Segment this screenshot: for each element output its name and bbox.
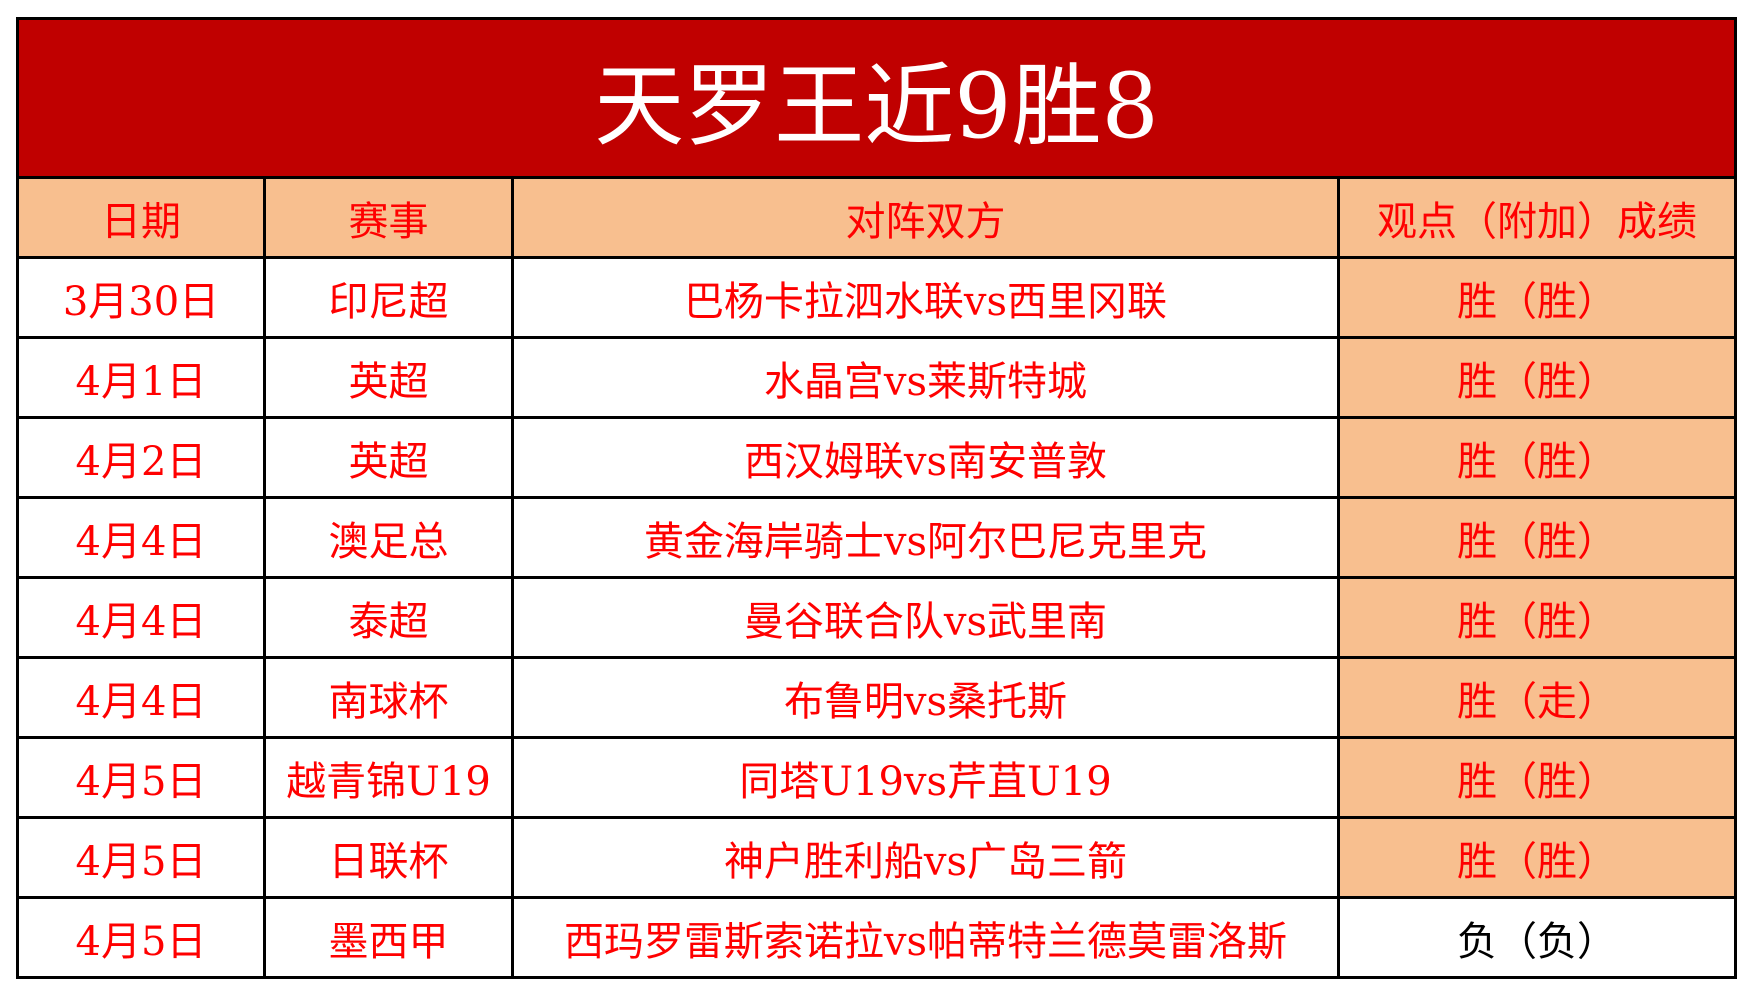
cell-league: 越青锦U19 bbox=[263, 736, 514, 819]
table-row: 4月2日 英超 西汉姆联vs南安普敦 胜（胜） bbox=[16, 416, 1738, 499]
cell-match: 巴杨卡拉泗水联vs西里冈联 bbox=[511, 256, 1340, 339]
cell-match: 西玛罗雷斯索诺拉vs帕蒂特兰德莫雷洛斯 bbox=[511, 896, 1340, 979]
header-date: 日期 bbox=[16, 176, 266, 259]
cell-date: 4月4日 bbox=[16, 496, 266, 579]
cell-date: 3月30日 bbox=[16, 256, 266, 339]
header-row: 日期 赛事 对阵双方 观点（附加）成绩 bbox=[16, 176, 1738, 259]
table-row: 4月4日 澳足总 黄金海岸骑士vs阿尔巴尼克里克 胜（胜） bbox=[16, 496, 1738, 579]
cell-date: 4月5日 bbox=[16, 736, 266, 819]
table-row: 4月1日 英超 水晶宫vs莱斯特城 胜（胜） bbox=[16, 336, 1738, 419]
cell-result: 胜（胜） bbox=[1336, 576, 1738, 659]
cell-match: 神户胜利船vs广岛三箭 bbox=[511, 816, 1340, 899]
cell-match: 黄金海岸骑士vs阿尔巴尼克里克 bbox=[511, 496, 1340, 579]
table-row: 4月5日 日联杯 神户胜利船vs广岛三箭 胜（胜） bbox=[16, 816, 1738, 899]
cell-match: 曼谷联合队vs武里南 bbox=[511, 576, 1340, 659]
cell-result: 胜（胜） bbox=[1336, 416, 1738, 499]
cell-result: 胜（胜） bbox=[1336, 816, 1738, 899]
cell-result: 胜（胜） bbox=[1336, 496, 1738, 579]
cell-match: 水晶宫vs莱斯特城 bbox=[511, 336, 1340, 419]
cell-result: 负（负） bbox=[1336, 896, 1738, 979]
cell-result: 胜（胜） bbox=[1336, 736, 1738, 819]
cell-result: 胜（胜） bbox=[1336, 256, 1738, 339]
table-row: 4月4日 泰超 曼谷联合队vs武里南 胜（胜） bbox=[16, 576, 1738, 659]
cell-league: 澳足总 bbox=[263, 496, 514, 579]
cell-date: 4月4日 bbox=[16, 656, 266, 739]
cell-date: 4月5日 bbox=[16, 896, 266, 979]
cell-league: 南球杯 bbox=[263, 656, 514, 739]
cell-league: 英超 bbox=[263, 336, 514, 419]
table-row: 3月30日 印尼超 巴杨卡拉泗水联vs西里冈联 胜（胜） bbox=[16, 256, 1738, 339]
results-table: 天罗王近9胜8 日期 赛事 对阵双方 观点（附加）成绩 3月30日 印尼超 巴杨卡拉… bbox=[15, 17, 1738, 979]
cell-date: 4月5日 bbox=[16, 816, 266, 899]
cell-match: 布鲁明vs桑托斯 bbox=[511, 656, 1340, 739]
cell-league: 印尼超 bbox=[263, 256, 514, 339]
table-row: 4月5日 越青锦U19 同塔U19vs芹苴U19 胜（胜） bbox=[16, 736, 1738, 819]
cell-date: 4月1日 bbox=[16, 336, 266, 419]
header-result: 观点（附加）成绩 bbox=[1336, 176, 1738, 259]
cell-match: 西汉姆联vs南安普敦 bbox=[511, 416, 1340, 499]
header-match: 对阵双方 bbox=[511, 176, 1340, 259]
cell-league: 英超 bbox=[263, 416, 514, 499]
table-row: 4月4日 南球杯 布鲁明vs桑托斯 胜（走） bbox=[16, 656, 1738, 739]
cell-league: 日联杯 bbox=[263, 816, 514, 899]
cell-result: 胜（走） bbox=[1336, 656, 1738, 739]
header-league: 赛事 bbox=[263, 176, 514, 259]
cell-date: 4月4日 bbox=[16, 576, 266, 659]
table-row: 4月5日 墨西甲 西玛罗雷斯索诺拉vs帕蒂特兰德莫雷洛斯 负（负） bbox=[16, 896, 1738, 979]
cell-league: 泰超 bbox=[263, 576, 514, 659]
cell-date: 4月2日 bbox=[16, 416, 266, 499]
table-title: 天罗王近9胜8 bbox=[15, 17, 1738, 179]
cell-league: 墨西甲 bbox=[263, 896, 514, 979]
cell-result: 胜（胜） bbox=[1336, 336, 1738, 419]
cell-match: 同塔U19vs芹苴U19 bbox=[511, 736, 1340, 819]
